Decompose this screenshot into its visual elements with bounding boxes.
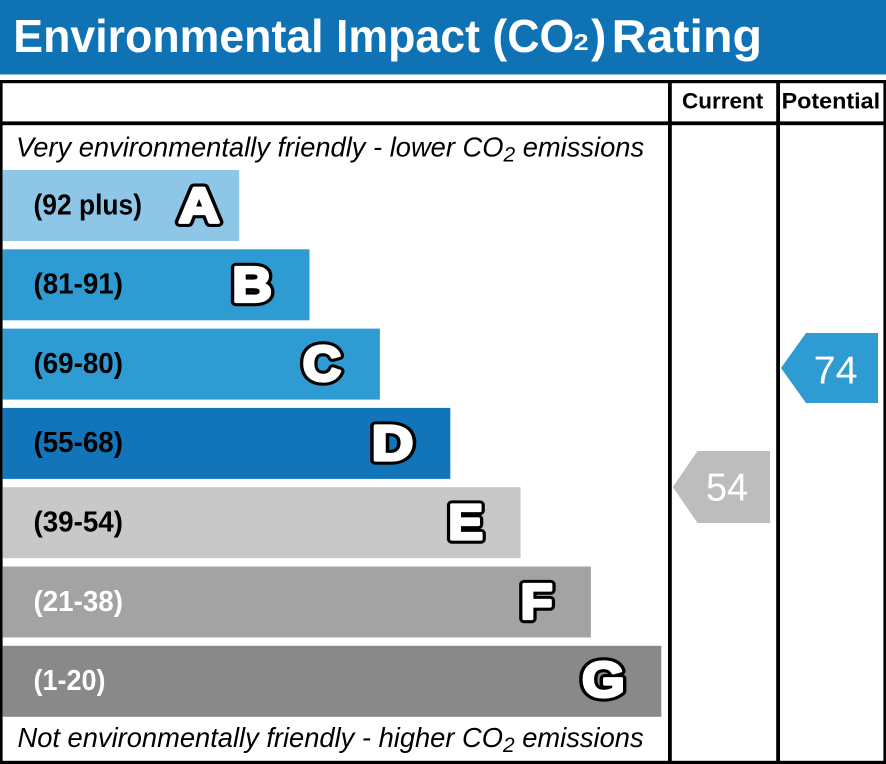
svg-text:B: B (232, 257, 272, 312)
svg-text:Potential: Potential (782, 88, 881, 113)
svg-text:C: C (303, 337, 341, 392)
svg-text:(1-20): (1-20) (34, 665, 106, 697)
svg-text:E: E (448, 495, 483, 550)
svg-text:Environmental Impact (CO: Environmental Impact (CO (13, 10, 574, 62)
svg-text:C: C (303, 337, 341, 392)
svg-text:E: E (448, 495, 483, 550)
svg-text:Current: Current (682, 88, 764, 113)
svg-text:G: G (582, 653, 625, 708)
svg-text:Not environmentally friendly -: Not environmentally friendly - higher CO… (18, 722, 644, 757)
svg-text:(55-68): (55-68) (34, 427, 124, 459)
svg-text:D: D (372, 416, 414, 471)
svg-text:(69-80): (69-80) (34, 348, 124, 380)
svg-text:B: B (232, 257, 272, 312)
svg-text:A: A (179, 178, 220, 233)
svg-text:Rating: Rating (612, 10, 763, 62)
svg-text:74: 74 (814, 350, 858, 393)
svg-text:(21-38): (21-38) (34, 586, 124, 618)
svg-text:G: G (582, 653, 625, 708)
svg-text:54: 54 (706, 467, 748, 510)
svg-text:F: F (521, 575, 553, 630)
svg-text:(81-91): (81-91) (34, 269, 124, 301)
svg-text:D: D (372, 416, 414, 471)
svg-text:(92 plus): (92 plus) (34, 189, 143, 221)
svg-text:): ) (591, 10, 606, 62)
svg-text:F: F (521, 575, 553, 630)
svg-text:Very environmentally friendly: Very environmentally friendly - lower CO… (16, 132, 644, 167)
svg-text:2: 2 (574, 29, 589, 55)
svg-text:A: A (179, 178, 220, 233)
svg-text:(39-54): (39-54) (34, 507, 124, 539)
